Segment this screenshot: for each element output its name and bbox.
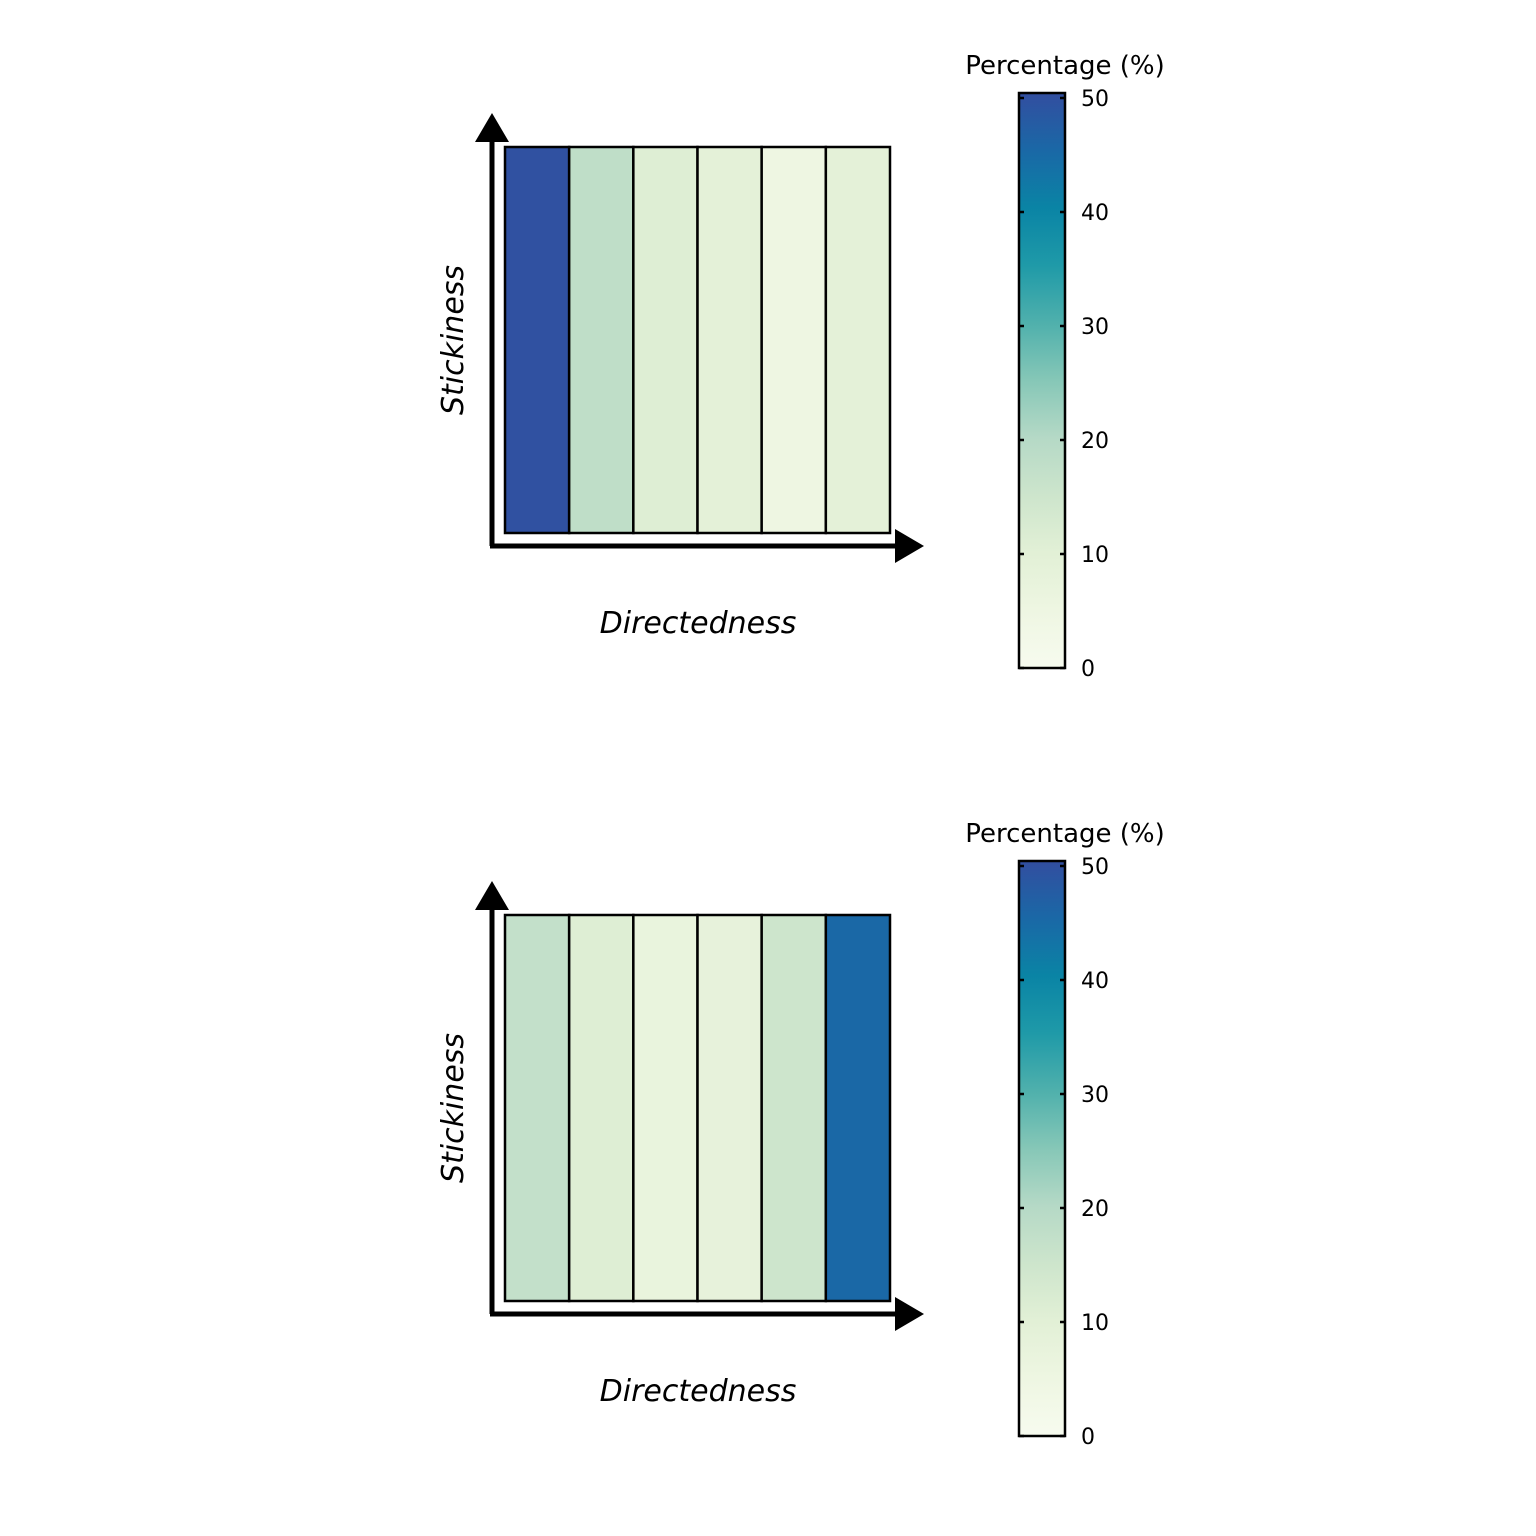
- y-axis-arrow-icon: [475, 881, 509, 910]
- heatmap-cell: [567, 145, 635, 535]
- colorbar-tick-label: 30: [1081, 1083, 1109, 1108]
- heatmap-cell: [503, 145, 571, 535]
- colorbar-tick-label: 40: [1081, 201, 1109, 226]
- legend-title: Percentage (%): [965, 51, 1165, 81]
- x-axis-arrow-icon: [895, 529, 924, 563]
- heatmap-cell: [696, 913, 763, 1303]
- colorbar: [1017, 91, 1067, 670]
- colorbar-tick-label: 50: [1081, 855, 1109, 880]
- colorbar-tick-label: 50: [1081, 87, 1109, 112]
- y-axis-label: Stickiness: [436, 265, 471, 415]
- colorbar-tick-label: 30: [1081, 315, 1109, 340]
- colorbar-tick-label: 40: [1081, 969, 1109, 994]
- heatmap-panel-1: Directedness Stickiness Percentage (%) 0 10 2…: [436, 51, 1165, 682]
- heatmap-cell: [632, 913, 699, 1303]
- y-axis-label: Stickiness: [436, 1033, 471, 1183]
- colorbar-tick-label: 0: [1081, 1425, 1095, 1450]
- heatmap-cell: [824, 913, 892, 1303]
- colorbar-tick-label: 10: [1081, 543, 1109, 568]
- y-axis-arrow-icon: [475, 113, 509, 142]
- colorbar-tick-label: 20: [1081, 429, 1109, 454]
- heatmap-cell: [696, 145, 763, 535]
- legend-title: Percentage (%): [965, 819, 1165, 849]
- colorbar: [1017, 859, 1067, 1438]
- heatmap-cell: [760, 145, 828, 535]
- x-axis-label: Directedness: [600, 1374, 797, 1409]
- x-axis-arrow-icon: [895, 1297, 924, 1331]
- x-axis-label: Directedness: [600, 606, 797, 641]
- colorbar-tick-label: 20: [1081, 1197, 1109, 1222]
- heatmap-panel-2: Directedness Stickiness Percentage (%) 0 10 2…: [436, 819, 1165, 1450]
- heatmap-cell: [632, 145, 699, 535]
- heatmap-cell: [503, 913, 571, 1303]
- heatmap-cell: [567, 913, 635, 1303]
- colorbar-tick-label: 10: [1081, 1311, 1109, 1336]
- heatmap-cell: [760, 913, 828, 1303]
- colorbar-tick-label: 0: [1081, 657, 1095, 682]
- heatmap-cell: [824, 145, 892, 535]
